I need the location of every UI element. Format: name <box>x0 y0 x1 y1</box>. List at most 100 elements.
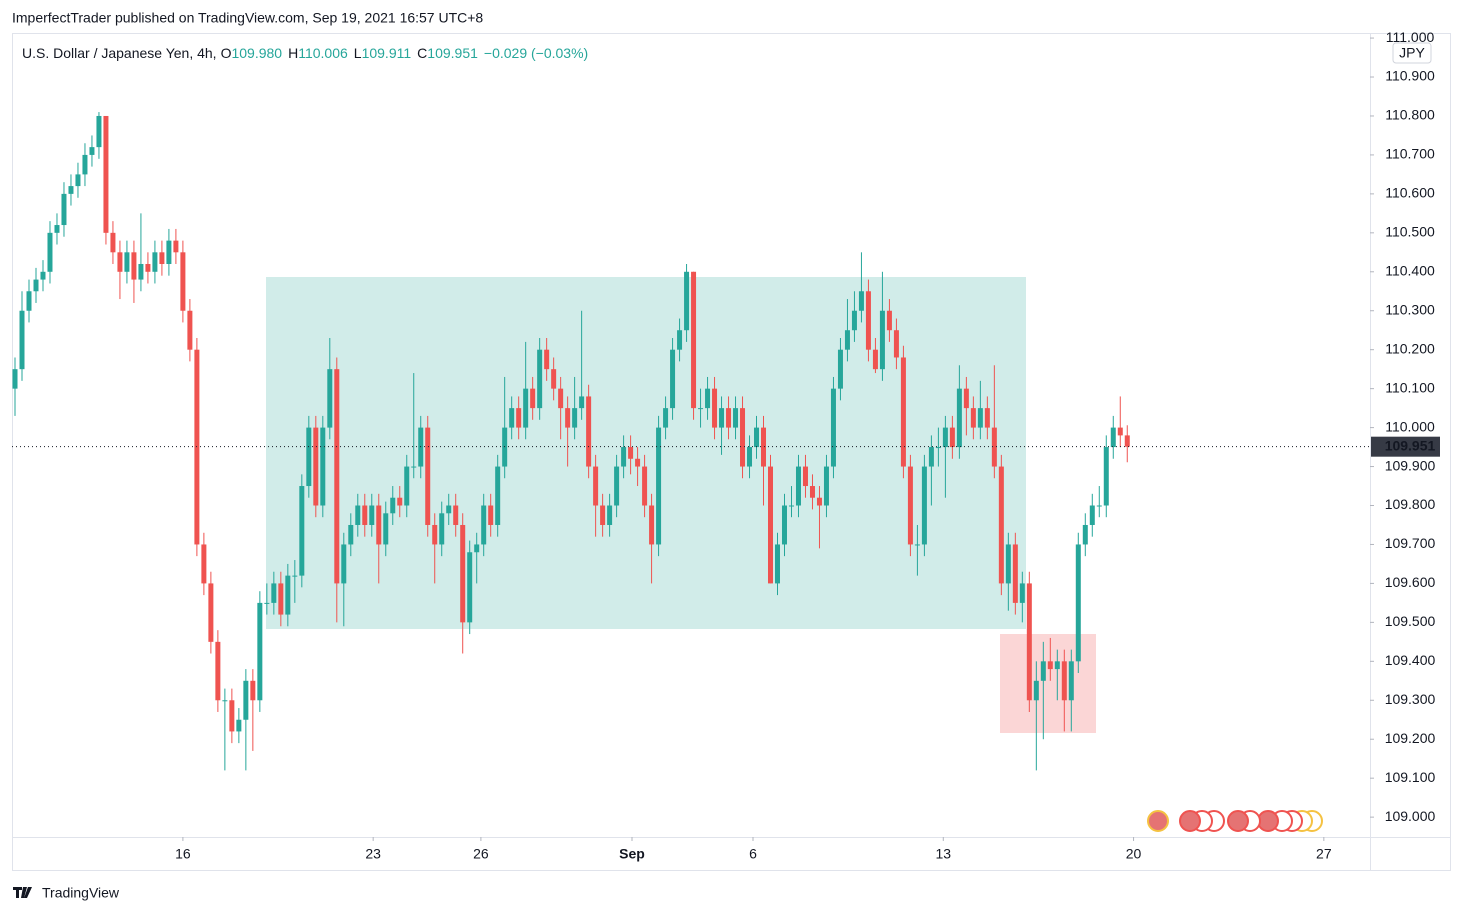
candle-body <box>250 680 256 701</box>
candle-body <box>851 310 857 331</box>
candle-body <box>970 408 976 428</box>
candle-body <box>621 447 627 467</box>
candle-body <box>166 240 172 264</box>
candle-body <box>809 486 815 498</box>
ohlc-key: O <box>221 45 232 61</box>
chart-frame <box>12 33 1451 871</box>
range-box <box>266 277 1026 629</box>
candle-body <box>341 544 347 584</box>
candle-body <box>320 427 326 506</box>
ohlc-value: 109.951 <box>427 45 478 61</box>
x-tick-label: 6 <box>749 846 757 862</box>
candle-body <box>949 427 955 448</box>
candle-body <box>963 388 969 409</box>
y-tick-label: 109.300 <box>1385 691 1436 707</box>
candle-body <box>1019 583 1025 603</box>
y-tick-label: 109.100 <box>1385 769 1436 785</box>
candle-body <box>663 408 669 428</box>
candle-body <box>1005 544 1011 584</box>
y-tick-label: 109.500 <box>1385 613 1436 629</box>
candle-body <box>187 310 193 350</box>
candle-body <box>712 388 718 428</box>
candle-body <box>684 271 690 331</box>
candle-body <box>1047 661 1053 670</box>
y-tick-label: 110.300 <box>1385 301 1435 317</box>
candle-body <box>509 408 515 428</box>
candle-body <box>383 513 389 545</box>
candle-body <box>942 427 948 448</box>
candle-body <box>530 388 536 409</box>
y-tick-label: 110.500 <box>1385 224 1435 240</box>
candle-body <box>313 427 319 506</box>
candle-body <box>935 447 941 449</box>
y-tick-label: 110.400 <box>1385 262 1435 278</box>
candle-body <box>586 396 592 467</box>
candle-body <box>264 602 270 604</box>
candle-body <box>705 388 711 409</box>
candle-body <box>278 583 284 615</box>
candle-body <box>628 447 634 459</box>
y-tick-label: 110.900 <box>1385 68 1435 84</box>
candle-body <box>348 524 354 545</box>
candle-body <box>698 408 704 410</box>
candle-body <box>89 147 95 155</box>
candle-body <box>1033 680 1039 701</box>
brand: TradingView <box>42 885 120 901</box>
candle-body <box>830 388 836 467</box>
candle-body <box>879 310 885 370</box>
candle-body <box>1103 447 1109 506</box>
candle-body <box>334 369 340 584</box>
candle-body <box>740 408 746 467</box>
candle-body <box>173 240 179 253</box>
candle-body <box>1089 505 1095 525</box>
candle-body <box>914 544 920 546</box>
candle-body <box>404 466 410 506</box>
candle-body <box>551 369 557 389</box>
event-icon <box>1179 810 1201 832</box>
breakout-box <box>1000 634 1096 733</box>
y-tick-label: 109.400 <box>1385 652 1436 668</box>
candle-body <box>600 505 606 525</box>
candle-body <box>1075 544 1081 662</box>
candle-body <box>558 388 564 409</box>
candle-body <box>523 388 529 428</box>
candle-body <box>1012 544 1018 603</box>
y-tick-label: 109.800 <box>1385 496 1436 512</box>
candle-body <box>991 427 997 467</box>
candle-body <box>781 505 787 545</box>
candle-body <box>327 369 333 428</box>
candle-body <box>858 291 864 311</box>
candle-body <box>774 544 780 584</box>
candle-body <box>362 505 368 525</box>
candle-body <box>376 505 382 545</box>
y-tick-label: 109.600 <box>1385 574 1436 590</box>
ohlc-key: H <box>288 45 298 61</box>
candle-body <box>488 505 494 525</box>
candle-body <box>635 458 641 467</box>
x-tick-label: 20 <box>1126 846 1142 862</box>
candle-body <box>893 330 899 358</box>
candle-body <box>12 369 18 389</box>
y-tick-label: 110.700 <box>1385 146 1435 162</box>
candle-body <box>998 466 1004 584</box>
y-tick-label: 109.900 <box>1385 457 1436 473</box>
candle-body <box>614 466 620 506</box>
candle-body <box>271 583 277 603</box>
y-tick-label: 109.200 <box>1385 730 1436 746</box>
ohlc-value: 110.006 <box>298 45 348 61</box>
candle-body <box>795 466 801 506</box>
candle-body <box>642 466 648 506</box>
candle-body <box>719 408 725 428</box>
candle-body <box>222 700 228 702</box>
candle-body <box>40 271 46 280</box>
candle-body <box>19 310 25 370</box>
candle-body <box>460 524 466 623</box>
y-tick-label: 110.800 <box>1385 107 1435 123</box>
x-tick-label: 23 <box>365 846 381 862</box>
candle-body <box>802 466 808 487</box>
currency: JPY <box>1399 45 1425 61</box>
ohlc-key: L <box>354 45 362 61</box>
candle-body <box>977 408 983 428</box>
candle-body <box>432 524 438 545</box>
